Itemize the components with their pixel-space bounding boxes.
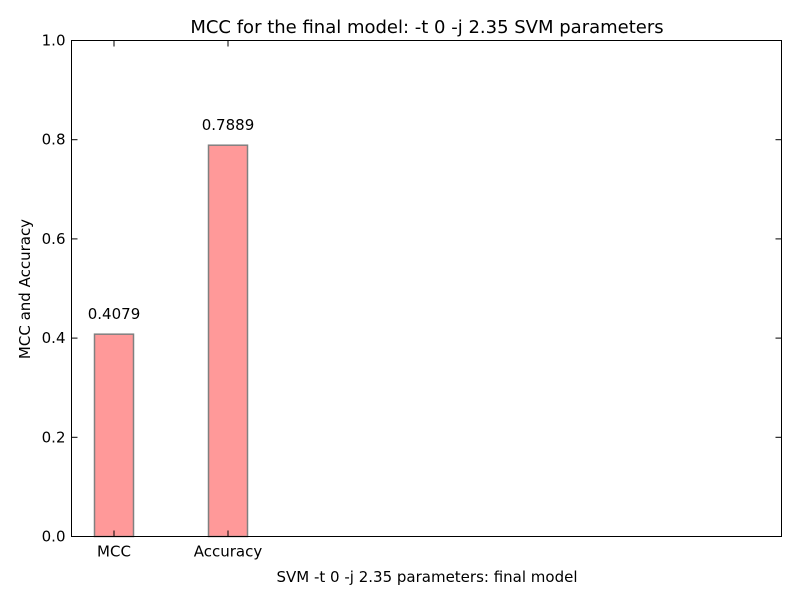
x-tick-label: Accuracy [194, 543, 263, 561]
y-tick-label: 0.8 [42, 131, 66, 149]
y-tick-label: 0.6 [42, 230, 66, 248]
data-label: 0.4079 [88, 305, 141, 323]
plot-area: 0.0 0.2 0.4 0.6 0.8 1.0 MCC 0.4079 Accuracy 0.788… [42, 32, 782, 561]
x-tick-label: MCC [97, 543, 131, 561]
y-tick-label: 0.0 [42, 528, 66, 546]
bar-accuracy [207, 144, 249, 538]
y-tick-label: 0.4 [42, 329, 66, 347]
chart-title: MCC for the final model: -t 0 -j 2.35 SV… [190, 17, 663, 38]
plot-frame [71, 40, 782, 537]
x-axis-label: SVM -t 0 -j 2.35 parameters: final model [277, 568, 578, 586]
bar-mcc [93, 333, 135, 538]
y-tick-label: 0.2 [42, 428, 66, 446]
y-axis-label: MCC and Accuracy [16, 219, 34, 359]
y-tick-label: 1.0 [42, 32, 66, 50]
data-label: 0.7889 [202, 116, 255, 134]
